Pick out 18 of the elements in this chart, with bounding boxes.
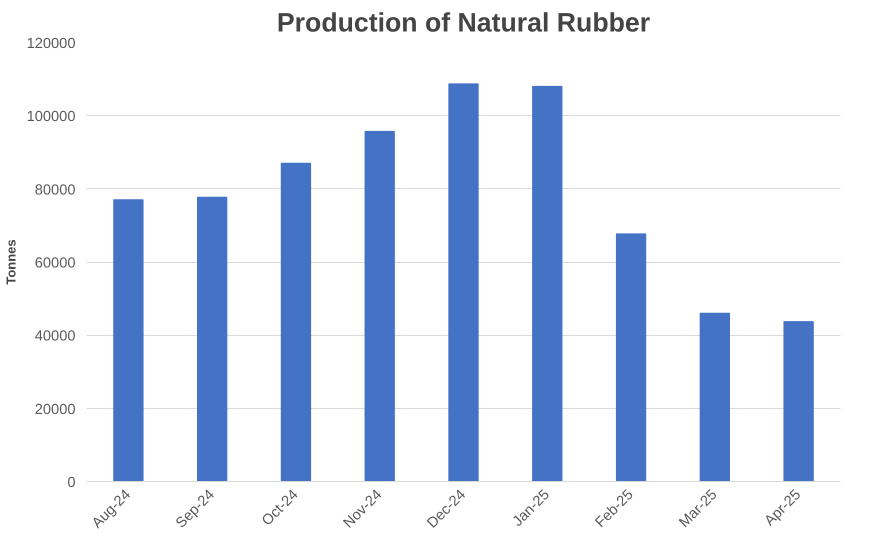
bar	[783, 321, 814, 482]
y-tick-label: 100000	[26, 109, 76, 126]
bar	[700, 312, 730, 482]
y-tick-label: 120000	[26, 36, 76, 52]
bar	[364, 130, 395, 482]
y-tick-label: 80000	[34, 182, 76, 198]
y-tick-label: 20000	[34, 402, 76, 418]
bar	[448, 83, 479, 482]
bar	[197, 196, 228, 482]
y-axis-title: Tonnes	[4, 239, 19, 285]
bar	[113, 199, 144, 482]
y-tick-label: 40000	[34, 328, 76, 345]
y-tick-label: 0	[67, 475, 76, 491]
bar	[532, 86, 562, 482]
bar	[616, 233, 646, 482]
y-tick-label: 60000	[34, 256, 76, 272]
chart-title: Production of Natural Rubber	[276, 8, 650, 38]
bar	[280, 162, 312, 482]
